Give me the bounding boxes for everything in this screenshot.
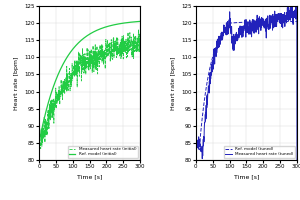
Measured heart rate (initial) [138,48,142,50]
Ref. model (initial) [97,28,101,31]
Measured heart rate (initial) [38,152,41,154]
Ref. model (tuned) [197,148,201,151]
Measured heart rate (initial) [137,29,140,31]
Line: Measured heart rate (initial): Measured heart rate (initial) [39,30,140,153]
Ref. model (tuned) [254,21,257,23]
X-axis label: Time [s]: Time [s] [77,175,102,180]
Ref. model (tuned) [240,21,244,24]
Ref. model (initial) [105,26,108,28]
Measured heart rate (initial) [105,46,109,48]
Measured heart rate (initial) [63,81,67,84]
Ref. model (tuned) [262,21,266,23]
Measured heart rate (tuned) [194,135,198,137]
Y-axis label: Heart rate [bpm]: Heart rate [bpm] [171,56,176,110]
Measured heart rate (initial) [83,52,87,55]
Measured heart rate (initial) [97,53,101,55]
Legend: Ref. model (tuned), Measured heart rate (tuned): Ref. model (tuned), Measured heart rate … [224,146,295,158]
Ref. model (tuned) [212,52,216,54]
Ref. model (tuned) [194,142,198,144]
Measured heart rate (tuned) [286,5,290,7]
Ref. model (initial) [83,36,87,39]
Ref. model (initial) [113,23,117,26]
Measured heart rate (tuned) [295,159,299,161]
Ref. model (initial) [55,76,59,79]
Y-axis label: Heart rate [bpm]: Heart rate [bpm] [14,56,19,110]
Line: Measured heart rate (tuned): Measured heart rate (tuned) [196,6,297,160]
Measured heart rate (tuned) [240,28,243,31]
Measured heart rate (tuned) [212,58,215,61]
Measured heart rate (initial) [113,42,117,44]
Measured heart rate (tuned) [220,39,224,41]
Measured heart rate (tuned) [254,24,257,26]
Measured heart rate (initial) [37,134,41,136]
Ref. model (initial) [63,59,67,62]
Line: Ref. model (initial): Ref. model (initial) [39,21,140,143]
X-axis label: Time [s]: Time [s] [234,175,259,180]
Measured heart rate (tuned) [262,18,265,20]
Ref. model (initial) [37,142,41,144]
Measured heart rate (initial) [55,102,59,104]
Ref. model (tuned) [270,20,274,23]
Line: Ref. model (tuned): Ref. model (tuned) [196,21,297,150]
Legend: Measured heart rate (initial), Ref. model (initial): Measured heart rate (initial), Ref. mode… [68,146,138,158]
Measured heart rate (tuned) [270,16,274,18]
Ref. model (tuned) [220,34,224,37]
Ref. model (initial) [138,20,142,23]
Ref. model (tuned) [295,20,299,23]
